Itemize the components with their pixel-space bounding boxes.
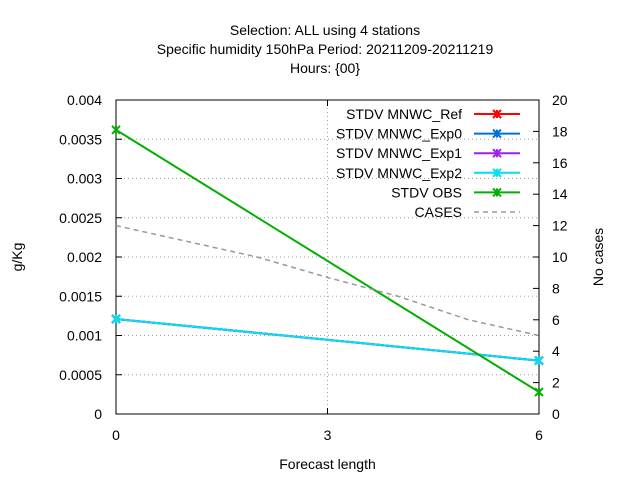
legend-marker xyxy=(492,187,502,198)
legend-label: STDV MNWC_Exp2 xyxy=(336,165,462,181)
y2-axis-label: No cases xyxy=(590,228,606,286)
y2-tick-label: 18 xyxy=(552,123,568,139)
y-tick-label: 0.0015 xyxy=(59,288,102,304)
y-tick-label: 0 xyxy=(94,406,102,422)
y2-tick-label: 14 xyxy=(552,186,568,202)
y2-tick-label: 10 xyxy=(552,249,568,265)
y2-tick-label: 6 xyxy=(552,312,560,328)
legend-label: CASES xyxy=(415,204,462,220)
legend-label: STDV MNWC_Exp1 xyxy=(336,145,462,161)
y-tick-label: 0.003 xyxy=(67,171,102,187)
title-line: Selection: ALL using 4 stations xyxy=(230,22,420,38)
data-point xyxy=(111,314,121,324)
legend-marker xyxy=(492,109,502,119)
legend-marker xyxy=(492,148,502,158)
x-tick-label: 0 xyxy=(112,427,120,443)
x-axis-label: Forecast length xyxy=(279,456,376,472)
y-tick-label: 0.0035 xyxy=(59,131,102,147)
y-axis-label: g/Kg xyxy=(9,243,25,272)
x-tick-label: 3 xyxy=(324,427,332,443)
y2-tick-label: 4 xyxy=(552,343,560,359)
y-tick-label: 0.002 xyxy=(67,249,102,265)
grid-lines xyxy=(116,100,539,414)
title-line: Specific humidity 150hPa Period: 2021120… xyxy=(157,41,494,57)
y2-tick-label: 2 xyxy=(552,375,560,391)
data-point xyxy=(111,125,121,135)
data-point xyxy=(534,387,544,397)
legend: STDV MNWC_Ref STDV MNWC_Exp0 STDV MNWC_Exp… xyxy=(336,106,520,220)
y-tick-label: 0.004 xyxy=(67,92,102,108)
series-line-3 xyxy=(115,318,540,362)
legend-marker xyxy=(492,128,502,139)
title-line: Hours: {00} xyxy=(290,60,360,76)
y2-tick-label: 0 xyxy=(552,406,560,422)
y-tick-label: 0.0025 xyxy=(59,210,102,226)
x-tick-label: 6 xyxy=(535,427,543,443)
y2-tick-label: 8 xyxy=(552,280,560,296)
y-tick-label: 0.0005 xyxy=(59,367,102,383)
legend-label: STDV MNWC_Exp0 xyxy=(336,126,462,142)
y2-tick-label: 16 xyxy=(552,155,568,171)
series-lines xyxy=(111,125,544,397)
data-point xyxy=(534,355,544,366)
legend-label: STDV OBS xyxy=(391,184,462,200)
legend-label: STDV MNWC_Ref xyxy=(346,106,462,122)
axis-ticks: 0 0.0005 0.001 0.0015 0.002 0.0025 0.003 0.0035… xyxy=(59,92,568,443)
series-line-4 xyxy=(115,128,540,393)
chart-title: Selection: ALL using 4 stations Specific … xyxy=(157,22,494,76)
legend-marker xyxy=(492,168,502,178)
y2-tick-label: 20 xyxy=(552,92,568,108)
series-line-5 xyxy=(115,224,540,337)
y-tick-label: 0.001 xyxy=(67,328,102,344)
y2-tick-label: 12 xyxy=(552,218,568,234)
